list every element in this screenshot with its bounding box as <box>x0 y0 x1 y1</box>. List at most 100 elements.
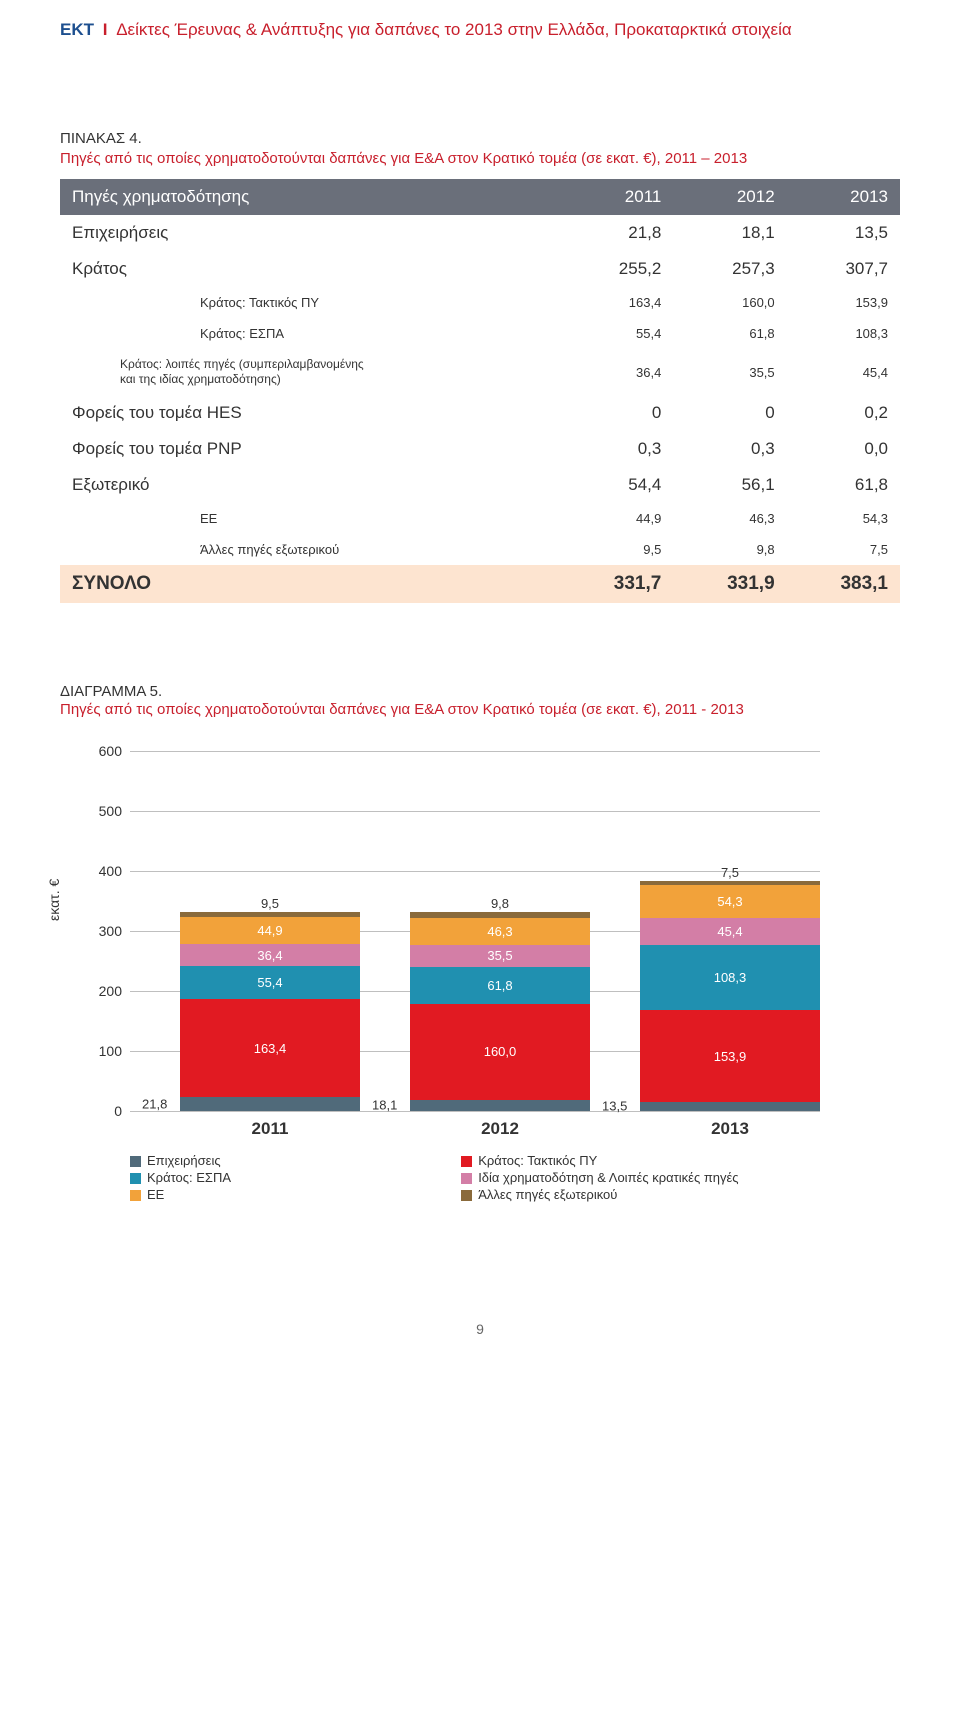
y-tick-label: 500 <box>82 803 122 819</box>
table-cell: 44,9 <box>560 503 673 534</box>
legend-item: Κράτος: ΕΣΠΑ <box>130 1170 461 1185</box>
x-category-label: 2011 <box>180 1119 360 1139</box>
bar-segment: 153,9 <box>640 1010 820 1102</box>
bar-segment: 55,4 <box>180 966 360 999</box>
table-cell: Φορείς του τομέα PNP <box>60 431 560 467</box>
bar-segment: 13,5 <box>640 1102 820 1110</box>
table-cell: 383,1 <box>787 565 900 603</box>
bar-segment: 54,3 <box>640 885 820 918</box>
header-accent: ΕΚΤ <box>60 20 94 39</box>
header-divider: I <box>99 20 112 39</box>
table-cell: Άλλες πηγές εξωτερικού <box>60 534 560 565</box>
table-row: Φορείς του τομέα HES000,2 <box>60 395 900 431</box>
table-cell: ΕΕ <box>60 503 560 534</box>
table-row: Κράτος: ΕΣΠΑ55,461,8108,3 <box>60 318 900 349</box>
bar-segment: 9,5 <box>180 912 360 918</box>
bar-segment: 44,9 <box>180 917 360 944</box>
table-cell: Κράτος: Τακτικός ΠΥ <box>60 287 560 318</box>
gridline <box>130 751 820 752</box>
y-tick-label: 300 <box>82 923 122 939</box>
table-header-row: Πηγές χρηματοδότησης201120122013 <box>60 179 900 215</box>
table-cell: Κράτος: ΕΣΠΑ <box>60 318 560 349</box>
y-tick-label: 200 <box>82 983 122 999</box>
chart-title: Πηγές από τις οποίες χρηματοδοτούνται δα… <box>60 700 900 720</box>
table-row: Επιχειρήσεις21,818,113,5 <box>60 215 900 251</box>
legend-swatch <box>461 1156 472 1167</box>
table-cell: 9,8 <box>673 534 786 565</box>
table-cell: 108,3 <box>787 318 900 349</box>
bar-segment: 35,5 <box>410 945 590 966</box>
table-label: ΠΙΝΑΚΑΣ 4. <box>60 130 900 147</box>
table-row: Εξωτερικό54,456,161,8 <box>60 467 900 503</box>
y-axis-label: εκατ. € <box>46 878 62 920</box>
table-cell: 45,4 <box>787 349 900 395</box>
bar-segment: 160,0 <box>410 1004 590 1100</box>
table-cell: 331,9 <box>673 565 786 603</box>
table-row: ΕΕ44,946,354,3 <box>60 503 900 534</box>
legend-item: Επιχειρήσεις <box>130 1153 461 1168</box>
bar-segment: 7,5 <box>640 881 820 886</box>
table-row: ΣΥΝΟΛΟ331,7331,9383,1 <box>60 565 900 603</box>
table-cell: 0,0 <box>787 431 900 467</box>
table-cell: Κράτος: λοιπές πηγές (συμπεριλαμβανομένη… <box>60 349 560 395</box>
legend-swatch <box>461 1190 472 1201</box>
table-row: Φορείς του τομέα PNP0,30,30,0 <box>60 431 900 467</box>
table-row: Κράτος: λοιπές πηγές (συμπεριλαμβανομένη… <box>60 349 900 395</box>
table-body: Επιχειρήσεις21,818,113,5Κράτος255,2257,3… <box>60 215 900 603</box>
stacked-bar-chart: εκατ. € 010020030040050060021,8163,455,4… <box>70 751 830 1201</box>
table-cell: Φορείς του τομέα HES <box>60 395 560 431</box>
funding-table: Πηγές χρηματοδότησης201120122013 Επιχειρ… <box>60 179 900 603</box>
table-title: Πηγές από τις οποίες χρηματοδοτούνται δα… <box>60 149 900 169</box>
table-cell: 255,2 <box>560 251 673 287</box>
header-rest: Δείκτες Έρευνας & Ανάπτυξης για δαπάνες … <box>116 20 792 39</box>
chart-legend: Επιχειρήσεις Κράτος: ΕΣΠΑ ΕΕ Κράτος: Τακτικ… <box>130 1151 820 1204</box>
table-cell: 18,1 <box>673 215 786 251</box>
legend-swatch <box>461 1173 472 1184</box>
table-row: Κράτος255,2257,3307,7 <box>60 251 900 287</box>
bar-segment: 9,8 <box>410 912 590 918</box>
table-cell: 56,1 <box>673 467 786 503</box>
table-header-cell: 2013 <box>787 179 900 215</box>
legend-item: Κράτος: Τακτικός ΠΥ <box>461 1153 792 1168</box>
table-cell: 0,3 <box>560 431 673 467</box>
table-cell: 7,5 <box>787 534 900 565</box>
legend-swatch <box>130 1173 141 1184</box>
plot-area: 010020030040050060021,8163,455,436,444,9… <box>130 751 820 1111</box>
table-cell: 36,4 <box>560 349 673 395</box>
legend-item: ΕΕ <box>130 1187 461 1202</box>
table-cell: Κράτος <box>60 251 560 287</box>
bar-segment: 61,8 <box>410 967 590 1004</box>
legend-item: Ιδία χρηματοδότηση & Λοιπές κρατικές πηγ… <box>461 1170 792 1185</box>
table-cell: 46,3 <box>673 503 786 534</box>
table-cell: 35,5 <box>673 349 786 395</box>
table-cell: 54,3 <box>787 503 900 534</box>
y-tick-label: 0 <box>82 1103 122 1119</box>
legend-swatch <box>130 1156 141 1167</box>
table-header-cell: 2011 <box>560 179 673 215</box>
table-cell: 0 <box>560 395 673 431</box>
table-cell: 163,4 <box>560 287 673 318</box>
table-cell: 0 <box>673 395 786 431</box>
table-cell: 13,5 <box>787 215 900 251</box>
table-cell: 21,8 <box>560 215 673 251</box>
bar-column: 18,1160,061,835,546,39,8 <box>410 912 590 1111</box>
table-cell: Εξωτερικό <box>60 467 560 503</box>
bar-segment: 46,3 <box>410 918 590 946</box>
chart-label: ΔΙΑΓΡΑΜΜΑ 5. <box>60 683 900 700</box>
y-tick-label: 100 <box>82 1043 122 1059</box>
legend-swatch <box>130 1190 141 1201</box>
page-number: 9 <box>60 1321 900 1337</box>
table-header-cell: Πηγές χρηματοδότησης <box>60 179 560 215</box>
table-cell: 257,3 <box>673 251 786 287</box>
table-header-cell: 2012 <box>673 179 786 215</box>
table-cell: 54,4 <box>560 467 673 503</box>
bar-column: 21,8163,455,436,444,99,5 <box>180 912 360 1111</box>
bar-segment: 45,4 <box>640 918 820 945</box>
table-cell: 160,0 <box>673 287 786 318</box>
bar-column: 13,5153,9108,345,454,37,5 <box>640 881 820 1111</box>
table-cell: 307,7 <box>787 251 900 287</box>
bar-segment: 163,4 <box>180 999 360 1097</box>
bar-segment: 21,8 <box>180 1097 360 1110</box>
table-cell: Επιχειρήσεις <box>60 215 560 251</box>
bar-segment: 36,4 <box>180 944 360 966</box>
